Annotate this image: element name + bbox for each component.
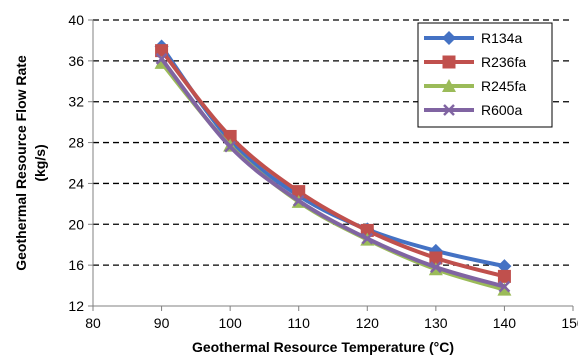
data-point-square [497,269,511,283]
data-point-x [361,232,374,245]
data-point-x-stroke [498,280,511,293]
series-R600a [155,52,511,293]
data-point-square [292,185,306,199]
data-point-triangle [442,79,456,92]
data-point-x [443,104,455,116]
x-tick-label: 90 [154,315,170,331]
y-tick-label: 24 [68,175,84,191]
y-tick-label: 32 [68,94,84,110]
legend-label: R236fa [481,54,526,70]
data-point-x [224,140,237,153]
legend-label: R134a [481,30,522,46]
data-point-x-stroke [155,52,168,65]
y-tick-label: 12 [68,298,84,314]
x-tick-label: 100 [218,315,242,331]
data-point-x-stroke [292,194,305,207]
series-line [159,57,505,289]
data-point-diamond [497,259,512,274]
x-axis-title: Geothermal Resource Temperature (°C) [192,339,454,355]
data-point-x [498,280,511,293]
data-point-x-stroke [361,232,374,245]
y-tick-label: 28 [68,135,84,151]
x-tick-label: 130 [424,315,448,331]
data-point-x-stroke [224,140,237,153]
x-tick-label: 80 [85,315,101,331]
data-point-x [429,261,442,274]
x-tick-label: 150 [561,315,578,331]
data-point-x [155,52,168,65]
y-tick-label: 16 [68,257,84,273]
y-axis-title-line2: (kg/s) [32,144,48,181]
x-tick-label: 140 [493,315,517,331]
data-point-square [429,251,443,265]
data-point-diamond [442,31,456,45]
data-point-triangle [497,282,512,296]
legend-label: R245fa [481,78,526,94]
data-point-x-stroke [429,261,442,274]
data-point-x-stroke [443,104,455,116]
x-tick-label: 120 [356,315,380,331]
data-point-x [292,194,305,207]
y-tick-label: 20 [68,216,84,232]
data-point-diamond [428,243,443,258]
y-tick-label: 40 [68,12,84,28]
legend-label: R600a [481,102,522,118]
x-tick-label: 110 [288,315,311,331]
data-point-square [442,55,456,69]
y-axis-title-line1: Geothermal Resource Flow Rate [13,55,29,271]
legend: R134a R236fa R245fa R600a [417,22,553,128]
y-tick-label: 36 [68,53,84,69]
